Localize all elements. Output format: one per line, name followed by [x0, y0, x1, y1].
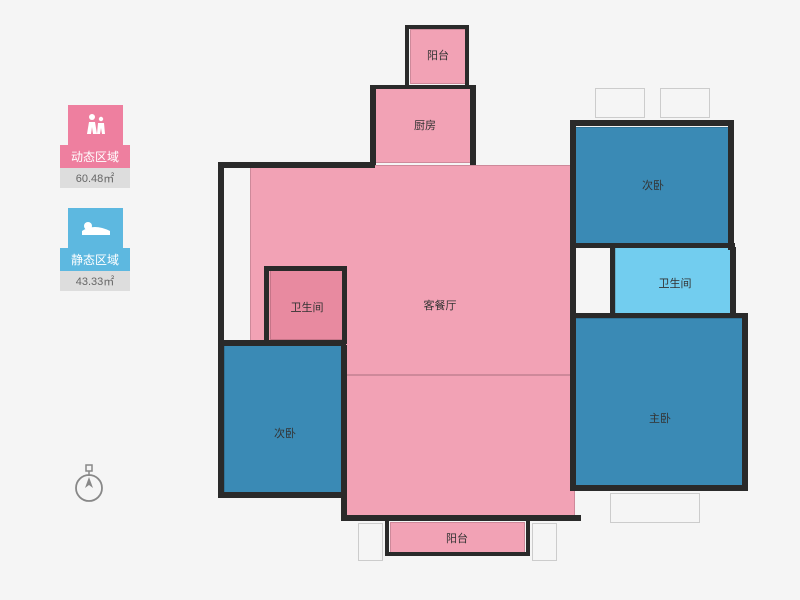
legend-dynamic: 动态区域 60.48㎡ [60, 105, 135, 188]
room-label-bath_right: 卫生间 [659, 275, 692, 291]
room-label-bed2_left: 次卧 [274, 425, 296, 441]
wall-15 [370, 85, 470, 89]
window-notch-4 [532, 523, 557, 561]
room-label-balcony_bottom: 阳台 [446, 530, 468, 546]
wall-18 [405, 25, 469, 29]
room-bed2_left [224, 345, 344, 495]
wall-27 [385, 519, 389, 555]
wall-26 [385, 552, 530, 556]
window-notch-3 [358, 523, 383, 561]
legend-dynamic-label: 动态区域 [60, 145, 130, 168]
wall-22 [570, 243, 735, 248]
room-label-master: 主卧 [649, 410, 671, 426]
wall-13 [570, 120, 733, 126]
wall-23 [570, 313, 748, 318]
wall-16 [405, 25, 409, 85]
wall-12 [728, 120, 734, 250]
wall-25 [730, 247, 736, 317]
room-living_ext_down [345, 375, 575, 520]
legend-static-label: 静态区域 [60, 248, 130, 271]
wall-1 [470, 85, 476, 165]
room-label-kitchen: 厨房 [414, 117, 436, 133]
wall-10 [570, 485, 748, 491]
wall-28 [526, 519, 530, 555]
wall-14 [370, 85, 376, 165]
wall-21 [342, 266, 347, 344]
floorplan: 阳台厨房客餐厅卫生间次卧次卧卫生间主卧阳台 [215, 25, 760, 560]
wall-24 [610, 247, 615, 315]
window-notch-0 [595, 88, 645, 118]
room-label-living: 客餐厅 [424, 297, 457, 313]
wall-7 [341, 345, 347, 495]
people-icon [68, 105, 123, 145]
wall-6 [218, 492, 346, 498]
wall-17 [465, 25, 469, 85]
wall-0 [245, 162, 375, 168]
wall-11 [742, 315, 748, 490]
window-notch-2 [610, 493, 700, 523]
room-label-bath_left: 卫生间 [291, 299, 324, 315]
wall-19 [264, 266, 346, 271]
wall-2 [570, 120, 576, 490]
wall-20 [264, 266, 269, 344]
sleep-icon [68, 208, 123, 248]
wall-3 [218, 340, 346, 346]
wall-9 [341, 515, 581, 521]
legend-static: 静态区域 43.33㎡ [60, 208, 135, 291]
legend-panel: 动态区域 60.48㎡ 静态区域 43.33㎡ [60, 105, 135, 311]
legend-static-value: 43.33㎡ [60, 271, 130, 291]
window-notch-1 [660, 88, 710, 118]
legend-dynamic-value: 60.48㎡ [60, 168, 130, 188]
room-label-bed2_right: 次卧 [642, 177, 664, 193]
wall-5 [218, 162, 224, 497]
room-label-balcony_top: 阳台 [427, 47, 449, 63]
compass-icon [72, 463, 106, 503]
room-master [575, 318, 745, 488]
